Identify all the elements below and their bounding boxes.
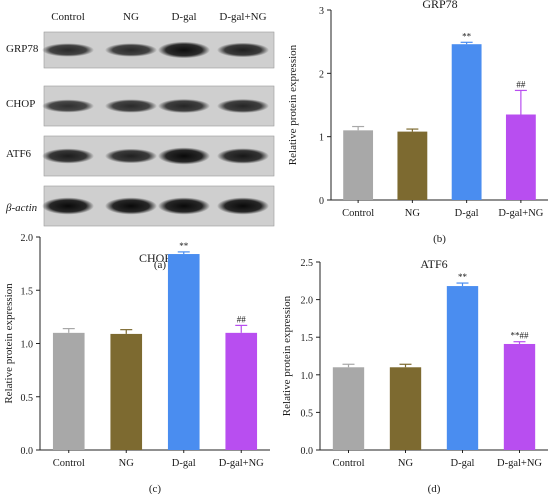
chart-title: CHOP: [139, 251, 171, 265]
y-tick-label: 1.5: [301, 333, 314, 344]
y-tick-label: 1: [319, 133, 324, 144]
chart-title: ATF6: [420, 257, 447, 271]
lane-label: Control: [51, 11, 85, 23]
y-tick-label: 2.0: [21, 233, 34, 244]
protein-row-label: ATF6: [6, 148, 32, 160]
blot-band: [42, 148, 94, 164]
blot-band: [105, 43, 157, 57]
y-tick-label: 0.5: [21, 393, 34, 404]
x-tick-label: D-gal: [451, 458, 475, 469]
panel-label: (d): [428, 483, 441, 494]
chart-title: GRP78: [422, 0, 457, 11]
significance-mark: **: [458, 272, 468, 282]
bar: [503, 343, 536, 450]
blot-band: [42, 197, 94, 215]
bar: [397, 131, 428, 200]
bar: [451, 44, 482, 201]
x-tick-label: NG: [119, 458, 135, 469]
bar: [446, 286, 479, 450]
lane-label: NG: [123, 11, 139, 23]
bar: [225, 332, 258, 450]
blot-band: [105, 197, 157, 215]
blot-band: [217, 42, 269, 58]
grp78-bar-chart: GRP78 Relative protein expression (b) 0 1…: [287, 0, 548, 245]
significance-mark: ##: [237, 314, 247, 324]
y-tick-label: 0.0: [21, 446, 34, 457]
panel-label: (a): [154, 259, 167, 271]
x-tick-label: D-gal: [172, 458, 196, 469]
bar: [332, 367, 365, 450]
panel-label: (c): [149, 483, 162, 494]
protein-row-label: GRP78: [6, 43, 39, 55]
blot-band: [217, 148, 269, 164]
x-tick-label: D-gal+NG: [498, 208, 543, 219]
bar: [343, 130, 374, 200]
y-tick-label: 0: [319, 196, 324, 207]
x-tick-label: NG: [405, 208, 421, 219]
blot-band: [158, 41, 210, 59]
protein-row-label: β-actin: [5, 202, 38, 214]
blot-band: [158, 147, 210, 165]
x-tick-label: Control: [342, 208, 374, 219]
western-blot-panel: Control NG D-gal D-gal+NG GRP78 CHOP ATF…: [5, 11, 275, 271]
y-tick-label: 3: [319, 6, 324, 17]
x-tick-label: NG: [398, 458, 414, 469]
lane-label: D-gal+NG: [219, 11, 266, 23]
significance-mark: **: [462, 31, 472, 41]
bar: [167, 254, 200, 450]
y-tick-label: 1.0: [21, 340, 34, 351]
x-tick-label: D-gal: [455, 208, 479, 219]
blot-band: [217, 197, 269, 215]
significance-mark: ##: [516, 79, 526, 89]
significance-mark: **: [179, 241, 189, 251]
y-tick-label: 2: [319, 69, 324, 80]
y-axis-label: Relative protein expression: [3, 283, 15, 404]
y-tick-label: 2.5: [301, 258, 314, 269]
blot-band: [158, 197, 210, 215]
significance-mark: **##: [511, 331, 530, 341]
blot-band: [42, 43, 94, 57]
blot-band: [105, 148, 157, 164]
y-tick-label: 0.0: [301, 446, 314, 457]
x-tick-label: D-gal+NG: [219, 458, 264, 469]
panel-label: (b): [433, 233, 446, 245]
bar: [52, 332, 85, 450]
chop-bar-chart: CHOP Relative protein expression (c) 0.0…: [3, 233, 270, 494]
blot-band: [217, 99, 269, 113]
x-tick-label: Control: [53, 458, 85, 469]
protein-row-label: CHOP: [6, 98, 35, 110]
bar: [389, 367, 422, 450]
y-tick-label: 2.0: [301, 296, 314, 307]
y-tick-label: 1.5: [21, 286, 34, 297]
y-axis-label: Relative protein expression: [281, 295, 293, 416]
blot-band: [158, 99, 210, 113]
blot-band: [105, 99, 157, 113]
bar: [110, 333, 143, 450]
blot-strips: [42, 31, 275, 227]
y-axis-label: Relative protein expression: [287, 44, 299, 165]
bar: [505, 114, 536, 200]
blot-band: [42, 99, 94, 113]
x-tick-label: Control: [332, 458, 364, 469]
x-tick-label: D-gal+NG: [497, 458, 542, 469]
y-tick-label: 1.0: [301, 371, 314, 382]
lane-label: D-gal: [171, 11, 196, 23]
y-tick-label: 0.5: [301, 408, 314, 419]
atf6-bar-chart: ATF6 Relative protein expression (d) 0.0…: [281, 257, 548, 494]
